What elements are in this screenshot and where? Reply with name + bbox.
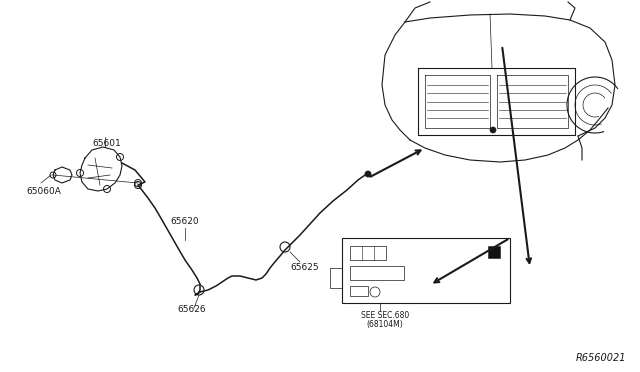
Bar (488, 246, 500, 258)
Bar (350, 246, 386, 260)
Text: 65625: 65625 (291, 263, 319, 273)
Text: 65626: 65626 (178, 305, 206, 314)
Text: R6560021: R6560021 (575, 353, 626, 363)
Bar (350, 286, 368, 296)
Bar (350, 266, 404, 280)
Circle shape (365, 171, 371, 177)
Text: SEE SEC.680: SEE SEC.680 (361, 311, 409, 321)
Text: 65060A: 65060A (27, 186, 61, 196)
Text: 65601: 65601 (93, 138, 122, 148)
Text: 65620: 65620 (171, 218, 199, 227)
Text: (68104M): (68104M) (367, 321, 403, 330)
Bar (342, 238, 510, 303)
Circle shape (490, 127, 496, 133)
